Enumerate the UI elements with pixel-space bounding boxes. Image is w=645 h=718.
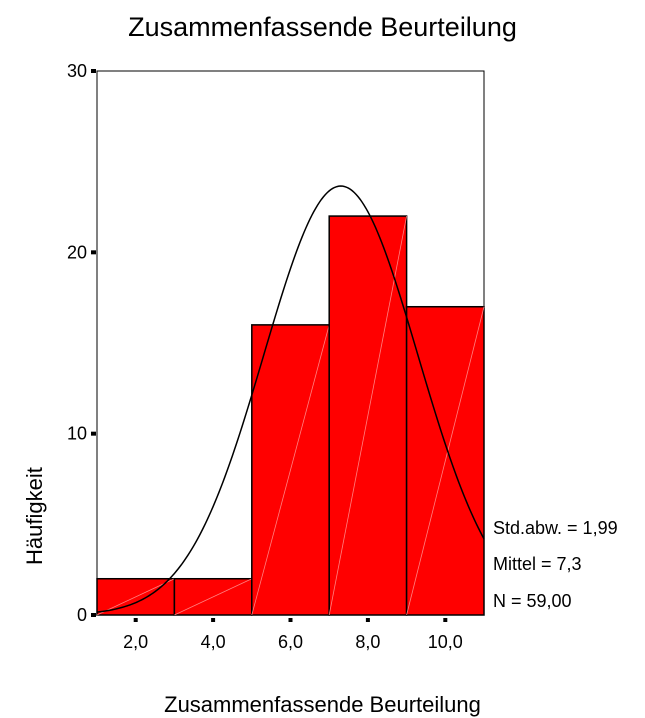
bar-shading [251,324,330,616]
stats-label: Std.abw. = 1,99 [493,518,618,538]
x-tick-label: 8,0 [355,632,380,652]
y-tick [91,69,96,73]
x-axis-label: Zusammenfassende Beurteilung [164,692,481,717]
y-tick [91,613,96,617]
bar-shading [96,578,175,616]
x-tick-label: 6,0 [278,632,303,652]
bar-shading [406,306,485,616]
x-tick [365,618,370,622]
x-tick-label: 2,0 [123,632,148,652]
bar-shading [174,578,252,616]
normal-curve [96,185,485,613]
x-tick-label: 10,0 [428,632,463,652]
y-tick-label: 30 [67,61,87,81]
y-tick-label: 20 [67,242,87,262]
x-tick-label: 4,0 [201,632,226,652]
x-tick [288,618,293,622]
y-tick-label: 10 [67,424,87,444]
stats-label: Mittel = 7,3 [493,554,582,574]
y-tick [91,431,96,436]
x-tick [133,618,138,622]
y-tick-label: 0 [77,605,87,625]
chart-title: Zusammenfassende Beurteilung [128,12,517,42]
x-tick [443,618,448,622]
y-tick [91,250,96,255]
bar-shading [328,215,407,616]
x-tick [211,618,216,622]
stats-label: N = 59,00 [493,591,572,611]
